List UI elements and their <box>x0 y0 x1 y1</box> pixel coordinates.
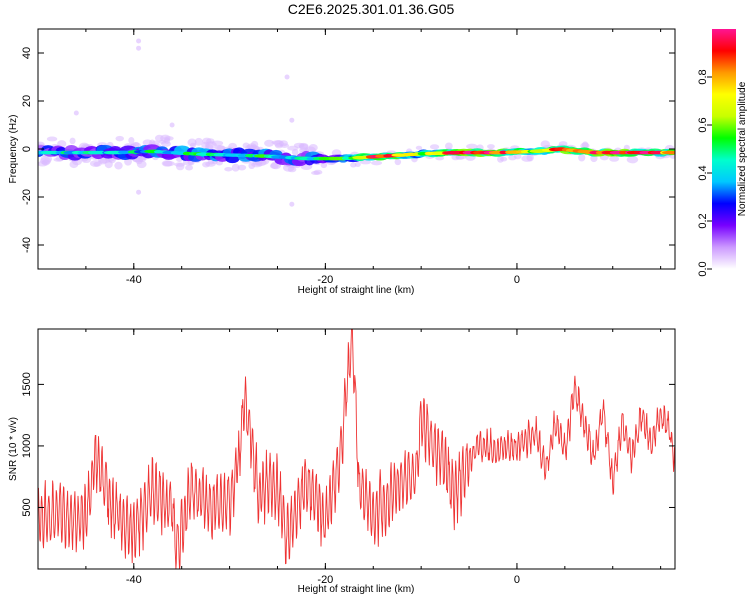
spectrum-halo <box>435 156 445 161</box>
spectrum-halo <box>231 163 240 172</box>
spectrum-halo <box>521 155 533 162</box>
spectrum-halo <box>444 142 453 150</box>
spectrum-halo <box>128 137 135 144</box>
spectrum-halo <box>93 161 101 167</box>
x-tick-label: -20 <box>317 274 333 286</box>
spectrum-outlier <box>169 122 175 128</box>
spectrum-halo <box>320 162 328 169</box>
snr-y-axis-label: SNR (10 * v/v) <box>8 417 19 481</box>
spectrogram-x-axis-label: Height of straight line (km) <box>298 285 415 296</box>
spectrogram-heatmap <box>38 38 675 207</box>
spectrum-halo <box>500 156 508 162</box>
spectrum-halo <box>578 153 586 162</box>
spectrum-outlier <box>289 201 295 207</box>
spectrum-halo <box>163 137 171 144</box>
spectrum-halo <box>354 161 361 167</box>
x-tick-label: 0 <box>514 274 520 286</box>
colorbar-tick-label: 0.2 <box>697 213 709 228</box>
y-tick-label: 1000 <box>21 434 33 458</box>
spectrum-halo <box>132 142 140 147</box>
snr-series-line <box>38 329 675 569</box>
y-tick-label: 40 <box>21 47 33 59</box>
spectrum-halo <box>216 145 226 151</box>
spectrum-halo <box>415 145 423 150</box>
spectrum-halo <box>466 143 478 149</box>
spectrum-halo <box>174 162 186 167</box>
spectrum-halo <box>185 164 193 171</box>
spectrogram-panel: -40 -20 0 -40 -20 0 20 40 Height of straight li… <box>8 28 676 296</box>
spectrum-halo <box>41 159 50 166</box>
spectrum-halo <box>394 158 402 166</box>
colorbar: 0.0 0.2 0.4 0.6 0.8 Normalized spectral ampl… <box>697 29 748 277</box>
colorbar-gradient <box>712 29 736 269</box>
colorbar-tick-label: 0.8 <box>697 69 709 84</box>
y-tick-label: 1500 <box>21 372 33 396</box>
colorbar-tick-label: 0.4 <box>697 165 709 180</box>
spectrum-halo <box>69 137 76 145</box>
spectrum-halo <box>455 154 465 160</box>
spectrum-halo <box>429 144 440 150</box>
y-tick-label: 20 <box>21 95 33 107</box>
spectrum-halo <box>69 160 79 169</box>
x-tick-label: 0 <box>514 574 520 586</box>
spectrum-halo <box>237 164 247 171</box>
spectrum-halo <box>205 161 216 167</box>
spectrum-halo <box>202 137 212 145</box>
colorbar-ticks: 0.0 0.2 0.4 0.6 0.8 <box>697 69 712 277</box>
spectrogram-y-axis-label: Frequency (Hz) <box>8 115 19 184</box>
spectrum-cell <box>661 150 675 155</box>
spectrum-halo <box>609 156 620 162</box>
y-tick-label: -20 <box>21 189 33 205</box>
spectrum-outlier <box>136 38 142 44</box>
spectrum-outlier <box>136 189 142 195</box>
spectrum-outlier <box>284 74 290 80</box>
spectrum-outlier <box>136 45 142 51</box>
spectrum-halo <box>580 142 590 150</box>
spectrum-outlier <box>289 117 295 123</box>
spectrum-halo <box>135 157 143 165</box>
y-tick-label: 0 <box>21 146 33 152</box>
spectrum-halo <box>194 137 203 146</box>
snr-ticks: -40 -20 0 500 1000 1500 <box>21 329 675 586</box>
spectrum-halo <box>264 139 275 147</box>
snr-frame <box>37 328 676 570</box>
spectrum-halo <box>359 159 372 165</box>
spectrum-halo <box>162 160 175 167</box>
chart-title: C2E6.2025.301.01.36.G05 <box>288 1 455 17</box>
spectrum-halo <box>626 155 639 164</box>
spectrum-halo <box>279 140 288 147</box>
spectrum-halo <box>224 167 233 172</box>
spectrum-outlier <box>73 110 79 116</box>
y-tick-label: 500 <box>21 498 33 516</box>
spectrum-halo <box>308 143 318 152</box>
spectrum-halo <box>189 142 197 148</box>
spectrum-halo <box>287 145 299 151</box>
spectrum-halo <box>298 142 309 149</box>
colorbar-tick-label: 0.6 <box>697 117 709 132</box>
spectrum-halo <box>211 140 224 146</box>
x-tick-label: -40 <box>126 274 142 286</box>
x-tick-label: -20 <box>317 574 333 586</box>
x-tick-label: -40 <box>126 574 142 586</box>
y-tick-label: -40 <box>21 237 33 253</box>
spectrum-halo <box>313 169 323 175</box>
spectrum-halo <box>114 161 123 170</box>
colorbar-label: Normalized spectral amplitude <box>737 81 748 216</box>
spectrum-halo <box>287 166 297 173</box>
spectrum-halo <box>513 153 522 160</box>
spectrogram-ticks: -40 -20 0 -40 -20 0 20 40 <box>21 29 675 286</box>
snr-panel: -40 -20 0 500 1000 1500 Height of straight li… <box>8 328 676 595</box>
spectrum-halo <box>558 141 568 147</box>
spectrum-halo <box>371 160 383 166</box>
spectrum-halo <box>46 136 58 142</box>
snr-x-axis-label: Height of straight line (km) <box>298 584 415 595</box>
spectrum-halo <box>487 144 495 149</box>
spectrum-halo <box>115 135 124 142</box>
colorbar-tick-label: 0.0 <box>697 261 709 276</box>
